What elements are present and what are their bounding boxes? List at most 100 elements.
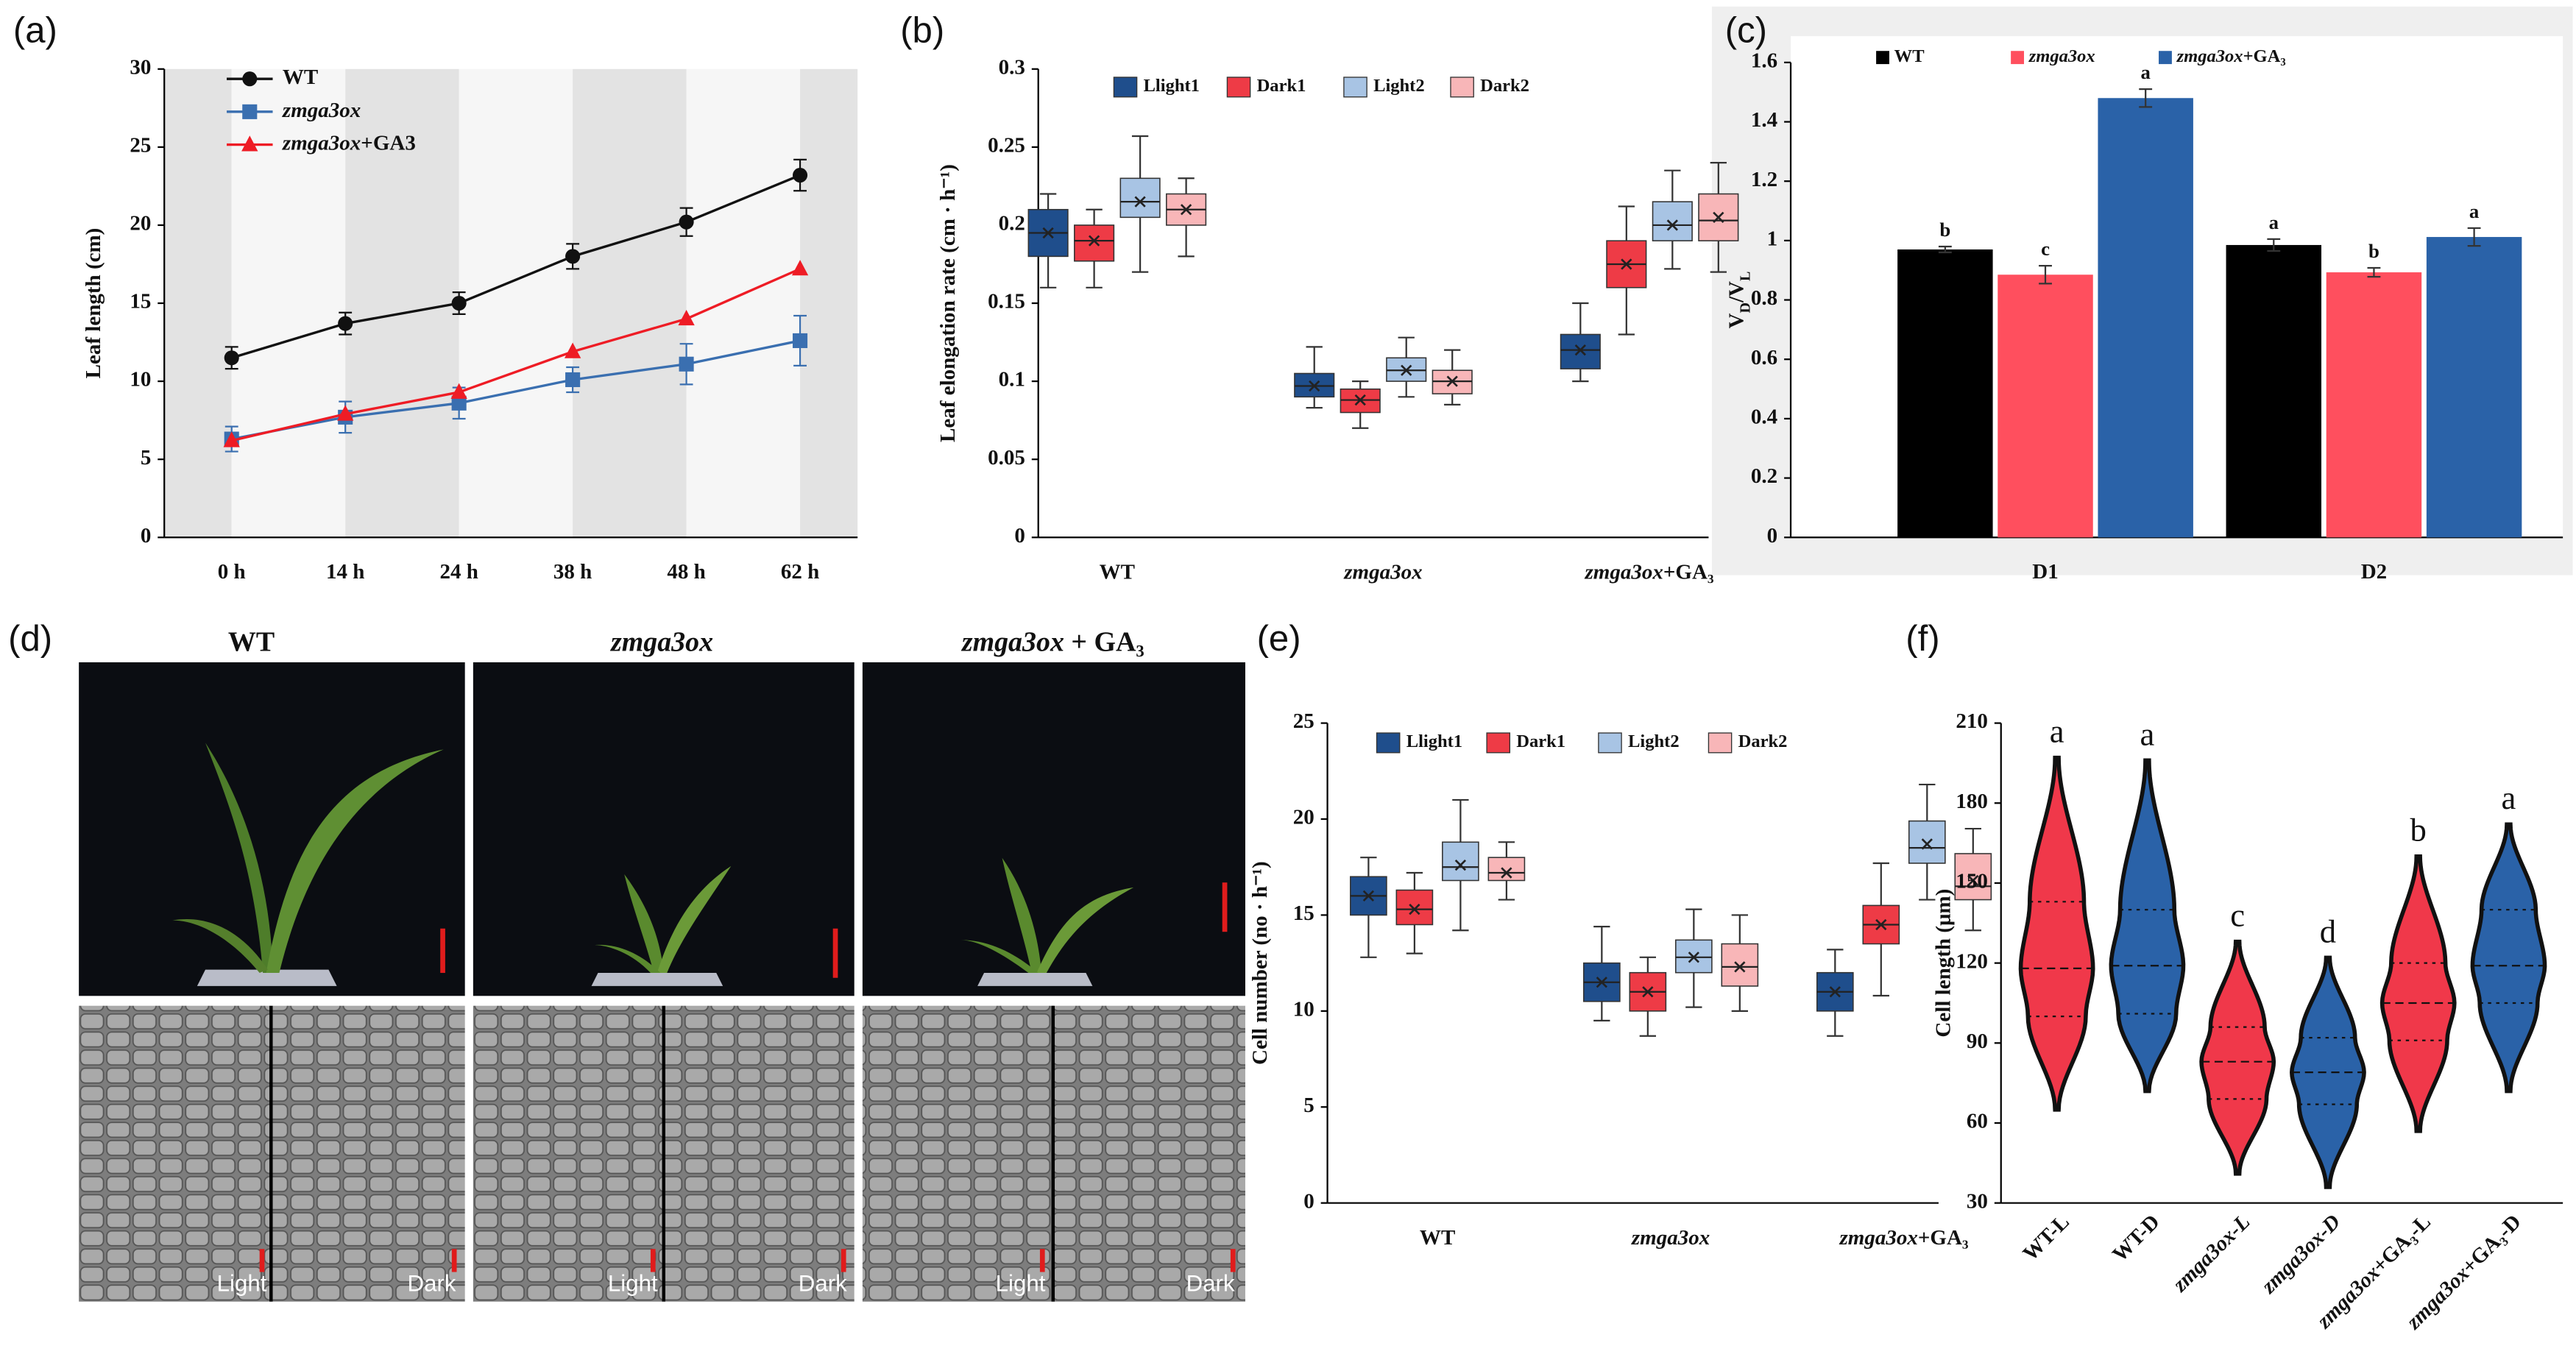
violin — [2379, 854, 2457, 1133]
y-axis-label: Cell length (μm) — [1932, 889, 1956, 1038]
legend-swatch — [2159, 51, 2172, 65]
y-tick-label: 30 — [130, 55, 151, 79]
point — [679, 214, 694, 230]
y-axis-label-part: V — [1724, 313, 1748, 329]
y-tick-label: 10 — [1293, 998, 1314, 1021]
box — [1119, 177, 1161, 219]
bar — [2226, 244, 2322, 538]
y-tick-label: 0.8 — [1751, 286, 1777, 310]
legend-label: Light2 — [1373, 76, 1425, 96]
sem-label: Light — [996, 1271, 1046, 1297]
y-tick-label: 15 — [1293, 901, 1314, 925]
background-band — [686, 68, 801, 538]
sem-label: Dark — [799, 1271, 847, 1297]
point — [564, 342, 581, 358]
significance-letter: b — [1939, 219, 1950, 241]
box — [1698, 193, 1739, 241]
significance-letter: a — [2140, 61, 2150, 83]
significance-letter: b — [2368, 240, 2379, 262]
y-tick-label: 90 — [1967, 1030, 1988, 1053]
y-tick-label: 1.4 — [1751, 108, 1777, 132]
mean-marker — [1134, 196, 1146, 208]
y-tick-label: 150 — [1956, 870, 1988, 893]
mean-marker — [1713, 211, 1724, 223]
legend-swatch — [1113, 77, 1138, 98]
violin — [2290, 955, 2366, 1189]
y-tick-label: 0 — [1303, 1189, 1314, 1213]
point — [793, 333, 808, 348]
mean-marker — [1642, 986, 1654, 998]
legend-label: WT — [283, 65, 318, 89]
point — [451, 295, 467, 311]
y-tick-label: 0.1 — [999, 368, 1025, 392]
legend-swatch — [1876, 51, 1889, 65]
x-tick-label: 62 h — [781, 560, 819, 584]
y-tick-label: 0 — [1014, 524, 1025, 548]
legend-label: Light2 — [1628, 731, 1680, 751]
background-band — [800, 68, 858, 538]
y-tick-label: 25 — [130, 134, 151, 157]
sem-images — [79, 1005, 1245, 1302]
error-bar — [2467, 227, 2481, 247]
y-tick-label: 1.6 — [1751, 49, 1777, 73]
point — [242, 71, 258, 87]
bar — [2326, 272, 2422, 538]
x-tick-label: WT-D — [2108, 1210, 2165, 1267]
legend-swatch — [1708, 732, 1733, 754]
legend-swatch — [1226, 77, 1251, 98]
x-tick-label: WT-L — [2018, 1210, 2073, 1265]
sem-label: Dark — [408, 1271, 456, 1297]
legend-label: Dark2 — [1480, 76, 1529, 96]
mean-marker — [1875, 918, 1887, 931]
point — [450, 383, 467, 399]
legend-label: Llight1 — [1144, 76, 1200, 96]
mean-marker — [1362, 890, 1375, 901]
error-bar — [2139, 88, 2153, 108]
photo-title: zmga3ox + GA₃ — [960, 626, 1144, 657]
point — [679, 356, 694, 372]
significance-letter: d — [2320, 913, 2336, 949]
point — [451, 395, 467, 411]
legend-label: zmga3ox — [2028, 46, 2095, 66]
mean-marker — [1967, 874, 1979, 887]
y-axis-label: Cell number (no · h⁻¹) — [1248, 861, 1272, 1065]
panel-label: (e) — [1257, 619, 1301, 659]
x-tick-label: D2 — [2361, 560, 2387, 584]
y-tick-label: 10 — [130, 368, 151, 392]
legend-label: zmga3ox+GA3 — [282, 131, 416, 155]
bar — [1998, 274, 2093, 538]
significance-letter: c — [2041, 238, 2050, 260]
mean-marker — [1596, 977, 1607, 988]
panel-label: (f) — [1906, 619, 1939, 659]
sem-label: Light — [608, 1271, 658, 1297]
legend-label: Llight1 — [1406, 731, 1462, 751]
y-tick-label: 0.05 — [988, 446, 1025, 470]
significance-letter: a — [2140, 715, 2154, 752]
bar — [1897, 249, 1993, 538]
mean-marker — [1621, 258, 1632, 270]
y-axis-label-part: D — [1737, 302, 1753, 313]
background-band — [164, 68, 232, 538]
x-tick-label: zmga3ox — [1631, 1225, 1710, 1249]
legend-swatch — [1598, 732, 1622, 754]
mean-marker — [1921, 838, 1933, 850]
y-tick-label: 0.15 — [988, 290, 1025, 313]
x-tick-label: zmga3ox-L — [2168, 1210, 2254, 1297]
legend-swatch — [1486, 732, 1511, 754]
point — [793, 168, 808, 183]
mean-marker — [1354, 394, 1366, 406]
series-line — [231, 174, 801, 359]
point — [565, 372, 581, 388]
y-tick-label: 210 — [1956, 709, 1988, 733]
panel-label: (d) — [8, 619, 52, 659]
x-tick-label: 48 h — [667, 560, 705, 584]
significance-letter: a — [2469, 200, 2479, 222]
plant-photos — [79, 662, 1245, 996]
x-tick-label: zmga3ox-D — [2257, 1210, 2345, 1298]
mean-marker — [1409, 903, 1420, 915]
mean-marker — [1180, 204, 1192, 216]
y-tick-label: 0.25 — [988, 134, 1025, 157]
box — [1652, 201, 1693, 241]
point — [224, 350, 239, 366]
